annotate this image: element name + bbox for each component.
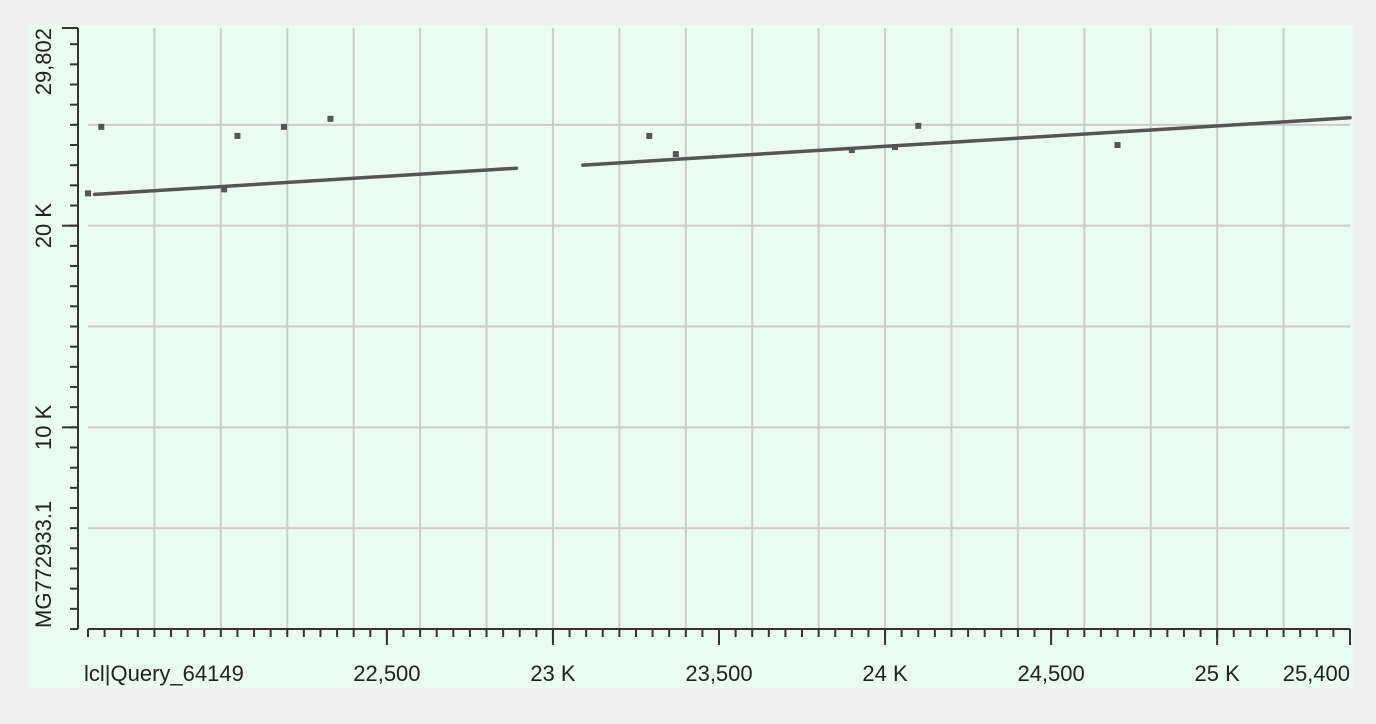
alignment-point: [327, 115, 334, 122]
y-tick-label: 29,802: [31, 28, 56, 95]
x-tick-label: 24,500: [1017, 661, 1084, 686]
x-tick-label: 23,500: [685, 661, 752, 686]
alignment-segment: [757, 116, 1352, 156]
alignment-point: [221, 186, 228, 193]
alignment-point: [85, 190, 91, 197]
alignment-point: [98, 123, 105, 130]
alignment-point: [1114, 142, 1121, 149]
y-tick-label: 10 K: [31, 404, 56, 450]
alignment-point: [848, 147, 855, 154]
x-tick-label: 25,400: [1283, 661, 1350, 686]
alignment-point: [892, 144, 899, 151]
x-tick-label: 23 K: [530, 661, 576, 686]
tick-labels: 22,500 23 K 23,500 24 K 24,500 25 K 25,400 10 K…: [31, 28, 1350, 686]
y-tick-label: 20 K: [31, 203, 56, 249]
data-marks: [85, 115, 1352, 197]
x-tick-label: 22,500: [353, 661, 420, 686]
x-tick-label: 25 K: [1195, 661, 1241, 686]
alignment-point: [672, 151, 679, 158]
y-axis-label: MG772933.1: [31, 501, 56, 628]
alignment-segment: [92, 166, 519, 197]
plot-background: [28, 25, 1353, 688]
alignment-point: [280, 123, 287, 130]
alignment-point: [234, 132, 241, 139]
x-tick-label: 24 K: [862, 661, 908, 686]
alignment-point: [646, 132, 653, 139]
gridlines: [88, 28, 1350, 629]
alignment-point: [915, 122, 922, 129]
tick-marks: [62, 27, 1351, 645]
x-axis-label: lcl|Query_64149: [84, 661, 244, 686]
alignment-segment: [581, 152, 761, 167]
